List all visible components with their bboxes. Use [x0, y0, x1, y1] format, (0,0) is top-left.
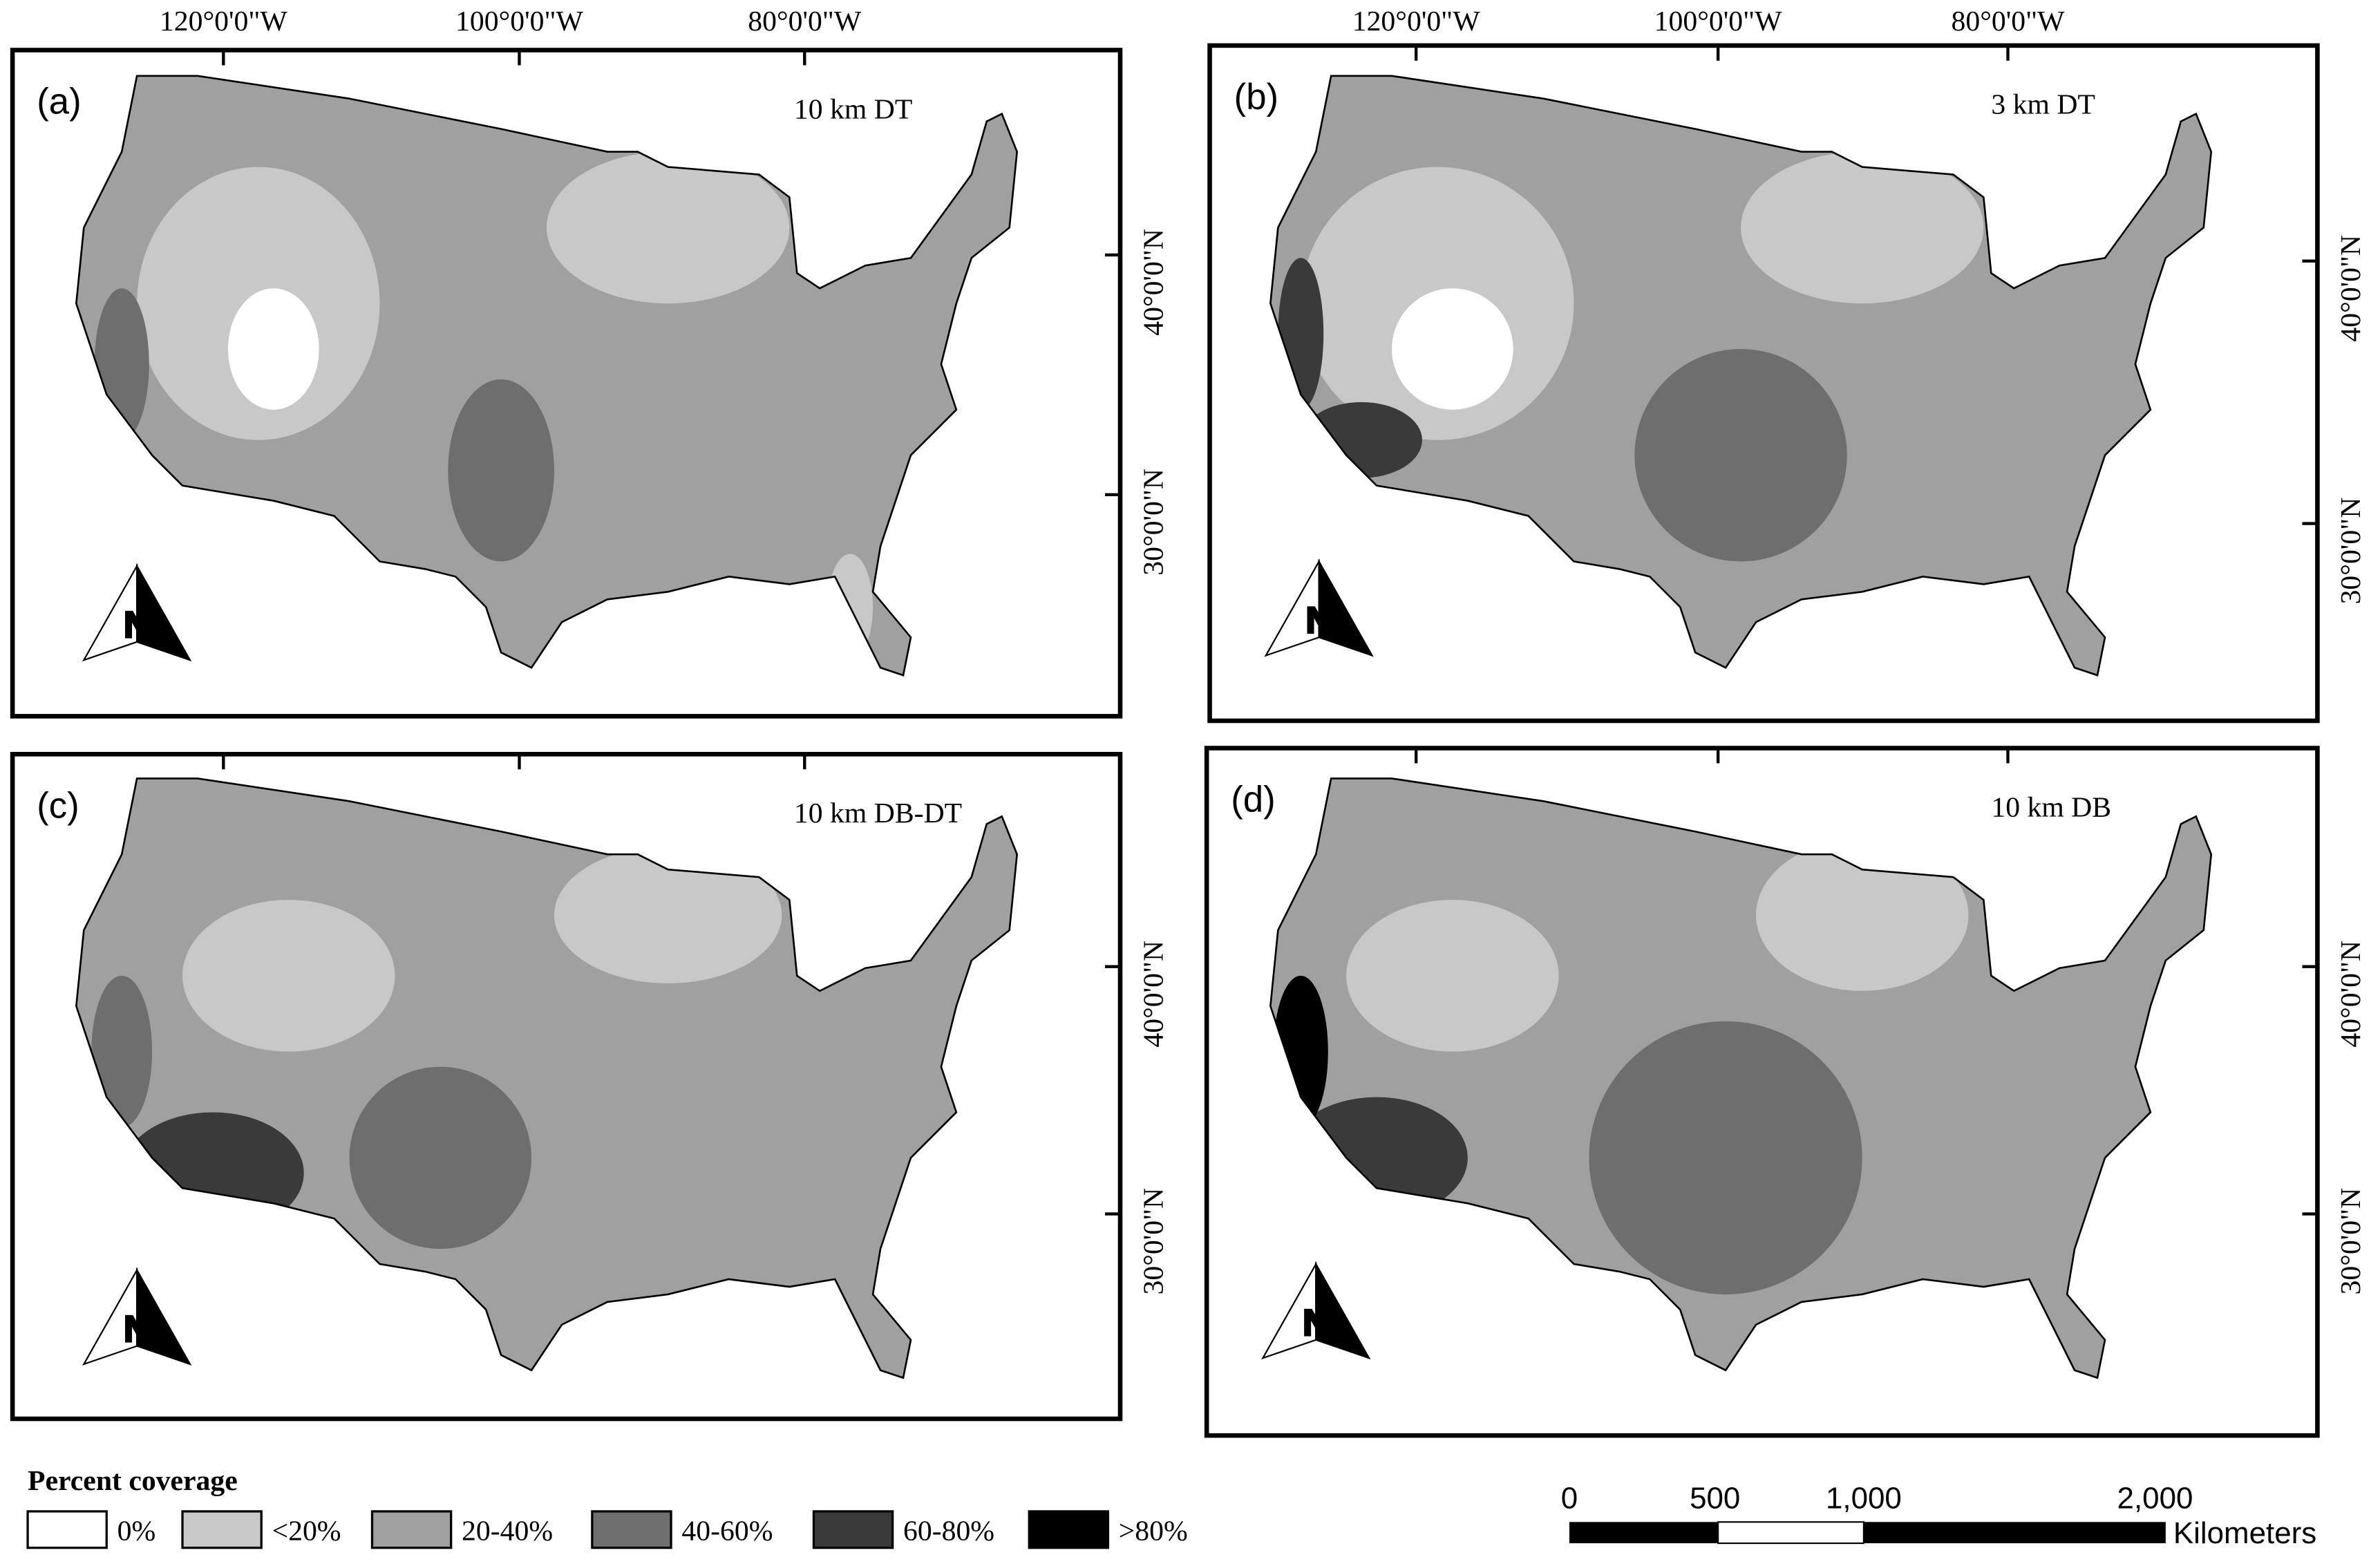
coverage-region	[448, 379, 554, 562]
coverage-region	[91, 975, 153, 1128]
coverage-region	[182, 900, 395, 1052]
legend-label: <20%	[272, 1516, 341, 1547]
lat-label: 40°0'0"N	[2335, 941, 2367, 1048]
legend-swatch	[1028, 1510, 1110, 1549]
panel-frame	[10, 48, 1123, 719]
north-arrow-right	[136, 1267, 192, 1366]
north-arrow-letter: N	[124, 605, 150, 645]
north-arrow-letter: N	[1306, 601, 1332, 641]
north-arrow-right	[1318, 558, 1374, 657]
scale-seg	[1569, 1522, 1719, 1544]
lon-label: 100°0'0"W	[1654, 6, 1782, 37]
coverage-region	[1634, 349, 1847, 562]
coverage-region	[1741, 151, 1984, 304]
coverage-region	[1392, 288, 1513, 410]
scale-unit: Kilometers	[2173, 1516, 2316, 1550]
panel-title: 10 km DB	[1991, 791, 2111, 823]
coverage-region	[1301, 402, 1422, 478]
us-map	[1269, 75, 2213, 677]
coverage-region	[227, 288, 319, 410]
panel-label: (a)	[37, 82, 81, 122]
panel-title: 3 km DT	[1991, 89, 2095, 121]
scale-label: 500	[1690, 1482, 1740, 1516]
coastline	[1269, 75, 2213, 677]
legend-label: 0%	[117, 1516, 156, 1547]
map-panel: (c) 10 km DB-DT N 40°0'0"N 30°0'0"N	[10, 751, 1169, 1422]
lat-label: 30°0'0"N	[1137, 469, 1169, 576]
lat-label: 30°0'0"N	[2335, 1188, 2367, 1295]
lon-label: 80°0'0"W	[748, 6, 862, 37]
scale-label: 0	[1561, 1482, 1578, 1516]
panel-frame	[10, 751, 1123, 1422]
us-map	[1269, 777, 2213, 1379]
legend-title: Percent coverage	[28, 1465, 238, 1497]
coverage-region	[1756, 839, 1969, 991]
coverage-region	[1278, 258, 1324, 410]
panel-title: 10 km DB-DT	[794, 798, 962, 829]
lat-label: 30°0'0"N	[1137, 1188, 1169, 1295]
north-arrow-right	[136, 563, 192, 662]
coastline	[1269, 777, 2213, 1379]
shading	[1278, 151, 1984, 562]
legend-swatch	[26, 1510, 108, 1549]
legend-label: 40-60%	[681, 1516, 773, 1547]
coverage-region	[349, 1066, 532, 1249]
coverage-region	[94, 288, 149, 440]
legend-swatch	[181, 1510, 263, 1549]
legend-swatch	[370, 1510, 453, 1549]
north-arrow-letter: N	[1303, 1303, 1329, 1343]
coverage-region	[1285, 1097, 1468, 1219]
lon-label: 120°0'0"W	[160, 6, 287, 37]
coverage-region	[547, 151, 790, 304]
coastline	[75, 777, 1019, 1379]
panel-title: 10 km DT	[794, 93, 912, 125]
shading	[1273, 839, 1969, 1294]
lat-label: 40°0'0"N	[1137, 941, 1169, 1048]
coverage-region	[554, 847, 782, 983]
coverage-region	[122, 1112, 304, 1234]
land	[76, 778, 1017, 1378]
lat-label: 40°0'0"N	[2335, 235, 2367, 342]
shading	[91, 847, 782, 1249]
panel-frame	[1204, 746, 2320, 1438]
coverage-region	[1273, 975, 1328, 1128]
lat-label: 30°0'0"N	[2335, 498, 2367, 605]
legend-label: >80%	[1119, 1516, 1188, 1547]
map-panel: (a) 10 km DT N 40°0'0"N 30°0'0"N 120°0'0"W 100…	[10, 6, 1169, 719]
coastline	[75, 75, 1019, 677]
lat-label: 40°0'0"N	[1137, 229, 1169, 336]
legend-swatch	[591, 1510, 672, 1549]
panel-label: (d)	[1231, 780, 1275, 820]
scale-label: 2,000	[2117, 1482, 2193, 1516]
legend-label: 20-40%	[462, 1516, 553, 1547]
north-arrow-letter: N	[124, 1309, 150, 1350]
panel-frame	[1207, 43, 2320, 724]
coverage-region	[1589, 1021, 1862, 1294]
coverage-region	[1346, 900, 1559, 1052]
scale-seg	[1717, 1521, 1865, 1545]
panel-label: (c)	[37, 786, 79, 827]
lon-label: 80°0'0"W	[1952, 6, 2066, 37]
map-panel: (b) 3 km DT N 40°0'0"N 30°0'0"N 120°0'0"W 100°…	[1207, 6, 2367, 724]
lon-label: 100°0'0"W	[455, 6, 583, 37]
scale-label: 1,000	[1826, 1482, 1902, 1516]
lon-label: 120°0'0"W	[1352, 6, 1480, 37]
map-panel: (d) 10 km DB N 40°0'0"N 30°0'0"N	[1204, 746, 2367, 1438]
north-arrow-right	[1315, 1261, 1371, 1360]
us-map	[75, 75, 1019, 677]
legend-swatch	[812, 1510, 894, 1549]
us-map	[75, 777, 1019, 1379]
scale-seg	[1863, 1522, 2166, 1544]
panel-label: (b)	[1234, 77, 1278, 117]
legend-label: 60-80%	[903, 1516, 994, 1547]
